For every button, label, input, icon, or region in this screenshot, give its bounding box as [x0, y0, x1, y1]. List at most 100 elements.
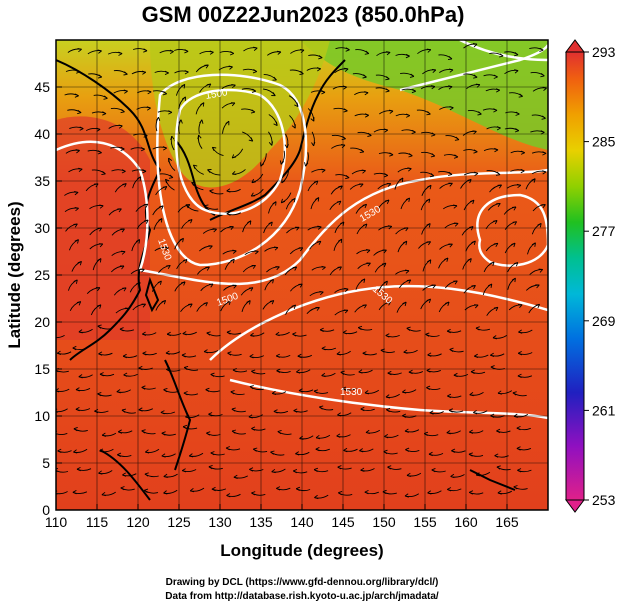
streamline-arrowhead — [73, 449, 78, 454]
streamline-arrowhead — [365, 429, 370, 435]
streamline-arrowhead — [448, 68, 454, 73]
contour-label: 1500 — [205, 87, 229, 102]
streamline-arrowhead — [231, 429, 237, 434]
streamline-arrowhead — [98, 243, 104, 248]
x-tick-label: 145 — [331, 514, 355, 530]
streamline-arrowhead — [118, 51, 123, 56]
streamline-arrowhead — [427, 490, 432, 495]
colorbar-tick-label: 261 — [592, 402, 616, 418]
streamline-arrowhead — [229, 51, 235, 56]
streamline-arrowhead — [160, 410, 165, 415]
streamline-arrowhead — [232, 284, 237, 289]
streamline-arrowhead — [284, 144, 289, 149]
streamline-arrowhead — [97, 150, 102, 155]
streamline-arrowhead — [138, 407, 143, 412]
streamline-arrowhead — [542, 151, 547, 156]
streamline-arrowhead — [163, 473, 168, 479]
streamline-arrowhead — [79, 126, 84, 131]
streamline-arrowhead — [142, 351, 147, 356]
streamline-arrowhead — [406, 472, 411, 478]
streamline-arrowhead — [117, 452, 122, 457]
height-contours — [56, 40, 548, 420]
streamline-arrowhead — [155, 116, 161, 122]
streamline-arrowhead — [444, 257, 449, 262]
streamline-arrowhead — [209, 189, 214, 194]
credit-data: Data from http://database.rish.kyoto-u.a… — [165, 591, 439, 602]
streamline-arrowhead — [447, 487, 452, 492]
streamline-arrowhead — [447, 171, 453, 176]
streamline-arrowhead — [271, 468, 276, 474]
streamline-arrowhead — [511, 242, 516, 248]
streamline-arrowhead — [275, 353, 281, 358]
streamline-arrowhead — [253, 447, 258, 452]
streamline-arrowhead — [120, 108, 125, 114]
colorbar-tick-label: 253 — [592, 492, 616, 508]
streamline-arrowhead — [426, 223, 431, 228]
streamline-arrowhead — [469, 392, 474, 397]
streamline-arrowhead — [359, 448, 364, 453]
streamline-arrowhead — [142, 169, 147, 174]
streamline-arrowhead — [119, 327, 124, 332]
streamline-arrowhead — [251, 369, 256, 374]
streamline-arrowhead — [425, 198, 431, 204]
streamline-arrowhead — [337, 266, 342, 271]
coastline-philippines — [164, 359, 192, 471]
streamline-arrowhead — [385, 76, 390, 81]
streamline-arrowhead — [514, 128, 520, 133]
streamline-arrowhead — [73, 279, 78, 284]
streamline-arrowhead — [143, 488, 149, 493]
streamline-arrowhead — [319, 405, 324, 410]
streamline-arrowhead — [321, 90, 326, 95]
streamline-arrowhead — [313, 389, 319, 394]
streamline-arrowhead — [231, 84, 236, 89]
streamline-arrowhead — [321, 372, 326, 378]
streamline-arrowhead — [315, 434, 321, 440]
streamline-arrowhead — [429, 410, 434, 415]
streamline-arrowhead — [250, 192, 256, 197]
streamline-arrowhead — [182, 424, 188, 430]
streamline-arrowhead — [203, 302, 208, 307]
streamline-arrowhead — [360, 467, 365, 472]
streamline-arrowhead — [493, 220, 498, 225]
streamline-arrowhead — [203, 349, 208, 354]
streamline-arrowhead — [338, 185, 343, 190]
streamline-arrowhead — [163, 490, 168, 495]
streamline-arrowhead — [102, 111, 107, 116]
streamline-arrowhead — [123, 89, 128, 94]
streamline-arrowhead — [537, 222, 542, 228]
streamline-arrowhead — [181, 84, 186, 89]
streamline-arrowhead — [512, 221, 517, 226]
wind-streamlines — [56, 43, 547, 500]
streamline-arrowhead — [122, 353, 127, 359]
streamline-arrowhead — [188, 219, 193, 224]
y-tick-label: 45 — [34, 79, 50, 95]
streamline-arrowhead — [251, 426, 256, 431]
x-tick-label: 160 — [454, 514, 478, 530]
streamline-arrowhead — [494, 453, 499, 458]
streamline-arrowhead — [342, 330, 347, 335]
streamline-arrowhead — [318, 55, 323, 60]
streamline-arrowhead — [366, 249, 371, 254]
streamline-arrowhead — [425, 332, 430, 337]
streamline-arrowhead — [208, 283, 214, 288]
streamline-arrowhead — [97, 49, 102, 54]
streamline-arrowhead — [273, 121, 278, 127]
streamline-arrowhead — [496, 465, 501, 470]
streamline-arrowhead — [431, 467, 436, 473]
streamline-arrowhead — [364, 390, 370, 395]
streamline-arrowhead — [541, 115, 546, 120]
x-tick-label: 120 — [126, 514, 150, 530]
streamline-arrowhead — [185, 204, 191, 209]
streamline-arrowhead — [75, 387, 80, 392]
streamline-arrowhead — [277, 429, 282, 435]
streamline-arrowhead — [162, 186, 168, 191]
streamline-arrowhead — [336, 351, 341, 356]
streamline-arrowhead — [199, 119, 204, 124]
streamline-arrowhead — [96, 304, 102, 309]
streamline-arrowhead — [497, 490, 502, 495]
streamline-arrowhead — [469, 429, 474, 434]
streamline-arrowhead — [315, 307, 320, 311]
streamline-arrowhead — [120, 228, 125, 233]
streamline-arrowhead — [120, 146, 125, 152]
streamline-arrowhead — [163, 387, 168, 393]
